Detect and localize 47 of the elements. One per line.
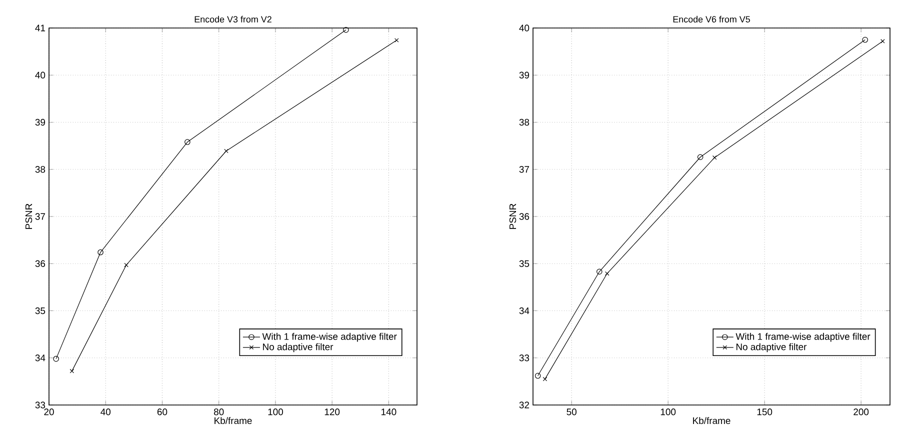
- y-tick-label: 38: [35, 166, 46, 173]
- legend-label: No adaptive filter: [263, 343, 334, 352]
- y-tick-label: 37: [519, 166, 530, 173]
- point: [98, 249, 104, 256]
- point: [184, 139, 190, 145]
- legend-label: With 1 frame-wise adaptive filter: [736, 332, 870, 342]
- x-tick-label: 50: [566, 408, 576, 416]
- point: [697, 154, 704, 160]
- point: [124, 262, 128, 268]
- y-tick-label: 34: [519, 307, 530, 314]
- x-tick-label: 20: [44, 408, 54, 416]
- y-tick-label: 40: [35, 72, 46, 78]
- x-tick-label: 150: [757, 408, 772, 416]
- x-tick-label: 120: [324, 408, 340, 416]
- x-tick-label: 40: [100, 408, 111, 416]
- chart-title: Encode V6 from V5: [673, 16, 750, 22]
- x-tick-label: 60: [157, 408, 168, 416]
- point: [604, 271, 610, 276]
- y-tick-label: 41: [35, 24, 46, 32]
- y-tick-label: 40: [519, 24, 530, 32]
- y-axis-title: PSNR: [25, 204, 32, 229]
- y-tick-label: 39: [35, 118, 46, 126]
- y-tick-label: 39: [519, 72, 530, 78]
- y-tick-label: 33: [519, 354, 530, 362]
- x-tick-label: 200: [854, 408, 869, 416]
- x-tick-label: 140: [382, 408, 396, 416]
- y-tick-label: 33: [35, 402, 46, 408]
- point: [224, 148, 228, 154]
- x-axis-title: Kb/frame: [214, 417, 252, 424]
- y-tick-label: 35: [519, 260, 530, 267]
- legend-label: No adaptive filter: [736, 343, 807, 352]
- legend-label: With 1 frame-wise adaptive filter: [262, 332, 397, 342]
- y-tick-label: 36: [519, 213, 530, 220]
- y-tick-label: 37: [35, 213, 46, 220]
- y-axis-title: PSNR: [509, 204, 516, 229]
- y-tick-label: 38: [519, 118, 530, 126]
- point: [596, 268, 602, 275]
- point: [712, 155, 717, 160]
- y-tick-label: 34: [35, 354, 46, 362]
- y-tick-label: 35: [35, 307, 46, 314]
- x-tick-label: 100: [268, 408, 283, 416]
- chart-title: Encode V3 from V2: [194, 16, 272, 22]
- x-tick-label: 100: [660, 408, 676, 416]
- x-axis-title: Kb/frame: [693, 417, 730, 424]
- x-tick-label: 80: [214, 408, 224, 416]
- y-tick-label: 36: [35, 260, 46, 267]
- y-tick-label: 32: [519, 402, 530, 408]
